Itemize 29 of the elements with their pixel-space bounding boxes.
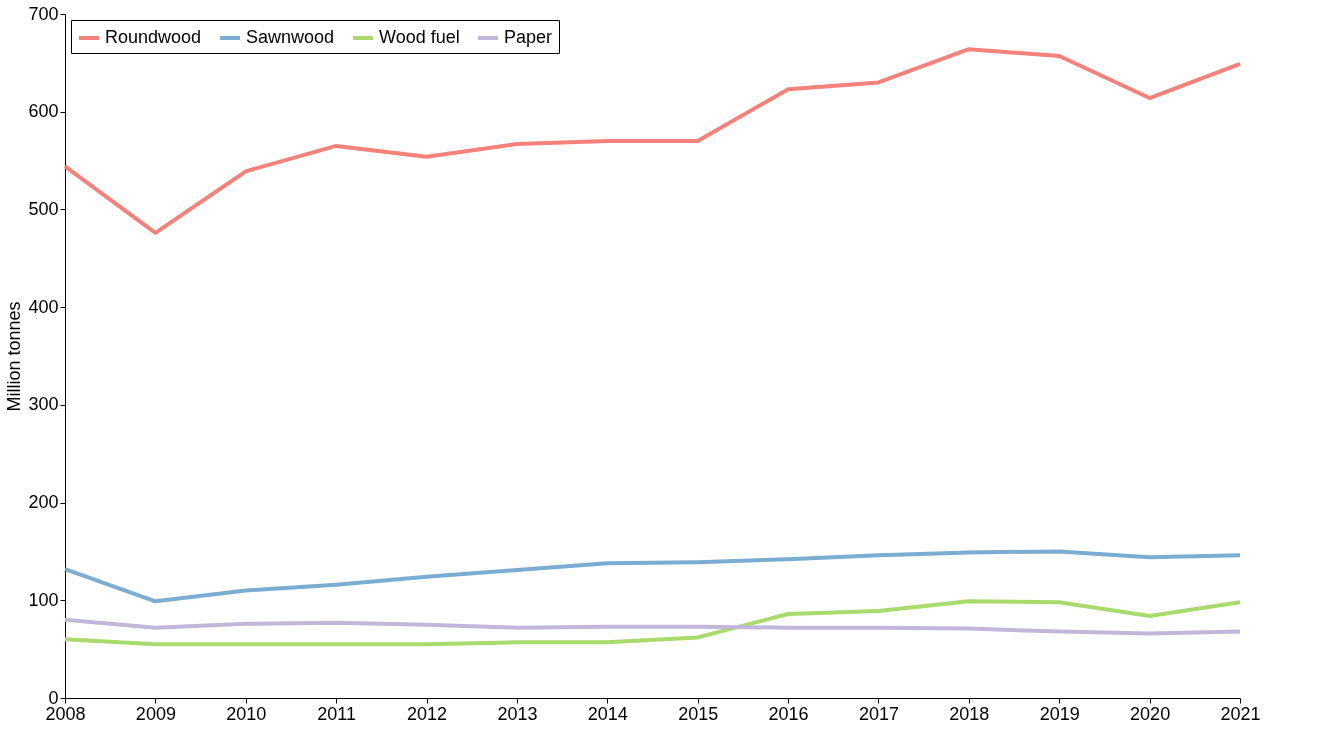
y-tick-label: 600 — [28, 101, 59, 122]
y-tick-label: 100 — [28, 589, 59, 610]
x-tick-label: 2015 — [678, 703, 719, 724]
x-tick-label: 2017 — [858, 703, 899, 724]
line-series — [63, 47, 1242, 235]
line-series — [63, 599, 1242, 647]
legend-label: Roundwood — [105, 27, 202, 47]
x-tick-label: 2010 — [226, 703, 267, 724]
y-axis-title: Million tonnes — [4, 301, 25, 412]
legend-label: Paper — [504, 27, 553, 47]
x-tick-label: 2020 — [1130, 703, 1171, 724]
x-tick-label: 2021 — [1220, 703, 1261, 724]
legend-label: Sawnwood — [246, 27, 335, 47]
y-tick-label: 500 — [28, 198, 59, 219]
line-series — [63, 549, 1242, 604]
line-series — [63, 617, 1242, 636]
y-tick-label: 700 — [28, 3, 59, 24]
x-tick-label: 2016 — [768, 703, 809, 724]
legend-label: Wood fuel — [379, 27, 460, 47]
x-tick-label: 2013 — [497, 703, 538, 724]
y-tick-label: 300 — [28, 394, 59, 415]
x-tick-label: 2011 — [317, 703, 357, 724]
x-tick-label: 2009 — [135, 703, 176, 724]
x-tick-label: 2019 — [1039, 703, 1080, 724]
x-tick-label: 2012 — [407, 703, 448, 724]
x-tick-label: 2014 — [587, 703, 628, 724]
y-tick-label: 400 — [28, 296, 59, 317]
x-tick-label: 2018 — [949, 703, 990, 724]
y-tick-label: 200 — [28, 492, 59, 513]
